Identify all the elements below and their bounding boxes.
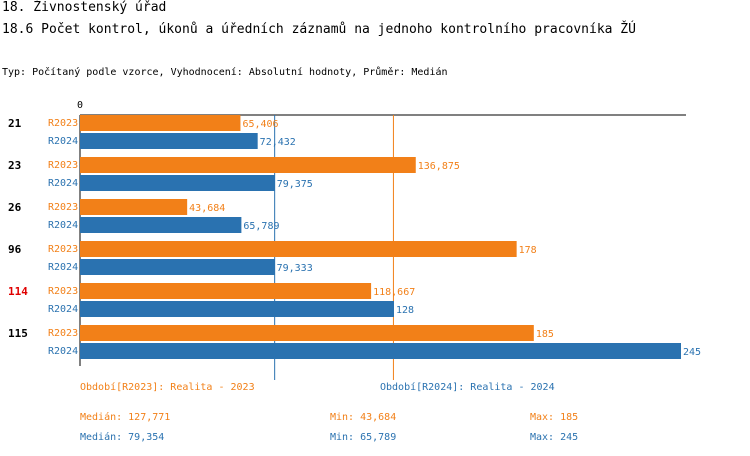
series-label: R2023 [48, 118, 78, 129]
series-label: R2023 [48, 286, 78, 297]
series-label: R2024 [48, 136, 78, 147]
data-label: 43,684 [189, 203, 225, 214]
data-label: 65,406 [242, 119, 278, 130]
chart-title: 18. Živnostenský úřad [2, 0, 167, 15]
chart-subtitle: 18.6 Počet kontrol, úkonů a úředních záz… [2, 22, 636, 37]
bar-r2023 [80, 283, 372, 299]
category-label: 115 [8, 327, 28, 340]
bar-r2024 [80, 133, 258, 149]
category-label: 23 [8, 159, 21, 172]
bar-r2023 [80, 241, 517, 257]
category-label: 26 [8, 201, 22, 214]
bar-r2023 [80, 199, 188, 215]
bar-r2024 [80, 301, 394, 317]
data-label: 185 [536, 329, 554, 340]
data-label: 65,789 [243, 221, 279, 232]
data-label: 79,333 [277, 263, 313, 274]
stat-r2023-min: Min: 43,684 [330, 412, 397, 423]
series-label: R2024 [48, 178, 78, 189]
legend-r2024: Období[R2024]: Realita - 2024 [380, 382, 555, 393]
legend-r2023: Období[R2023]: Realita - 2023 [80, 382, 255, 393]
stat-r2023-max: Max: 185 [530, 412, 579, 423]
data-label: 79,375 [277, 179, 313, 190]
series-label: R2023 [48, 244, 78, 255]
data-label: 136,875 [418, 161, 460, 172]
data-label: 245 [683, 347, 701, 358]
bar-r2024 [80, 217, 242, 233]
category-label: 21 [8, 117, 22, 130]
series-label: R2024 [48, 262, 78, 273]
stat-r2024-median: Medián: 79,354 [80, 432, 165, 443]
chart-type-info: Typ: Počítaný podle vzorce, Vyhodnocení:… [2, 67, 448, 78]
category-label: 96 [8, 243, 22, 256]
bar-r2024 [80, 259, 275, 275]
stat-r2024-max: Max: 245 [530, 432, 579, 443]
x-axis-zero-label: 0 [77, 100, 83, 111]
bar-r2024 [80, 175, 275, 191]
bar-r2024 [80, 343, 681, 359]
data-label: 128 [396, 305, 414, 316]
bar-r2023 [80, 325, 534, 341]
data-label: 118,667 [373, 287, 415, 298]
bar-r2023 [80, 115, 241, 131]
data-label: 72,432 [260, 137, 296, 148]
bar-r2023 [80, 157, 416, 173]
series-label: R2024 [48, 304, 78, 315]
data-label: 178 [519, 245, 537, 256]
series-label: R2023 [48, 328, 78, 339]
stat-r2023-median: Medián: 127,771 [80, 412, 171, 423]
series-label: R2023 [48, 160, 78, 171]
category-label: 114 [8, 285, 28, 298]
series-label: R2024 [48, 346, 78, 357]
series-label: R2023 [48, 202, 78, 213]
series-label: R2024 [48, 220, 78, 231]
stat-r2024-min: Min: 65,789 [330, 432, 397, 443]
